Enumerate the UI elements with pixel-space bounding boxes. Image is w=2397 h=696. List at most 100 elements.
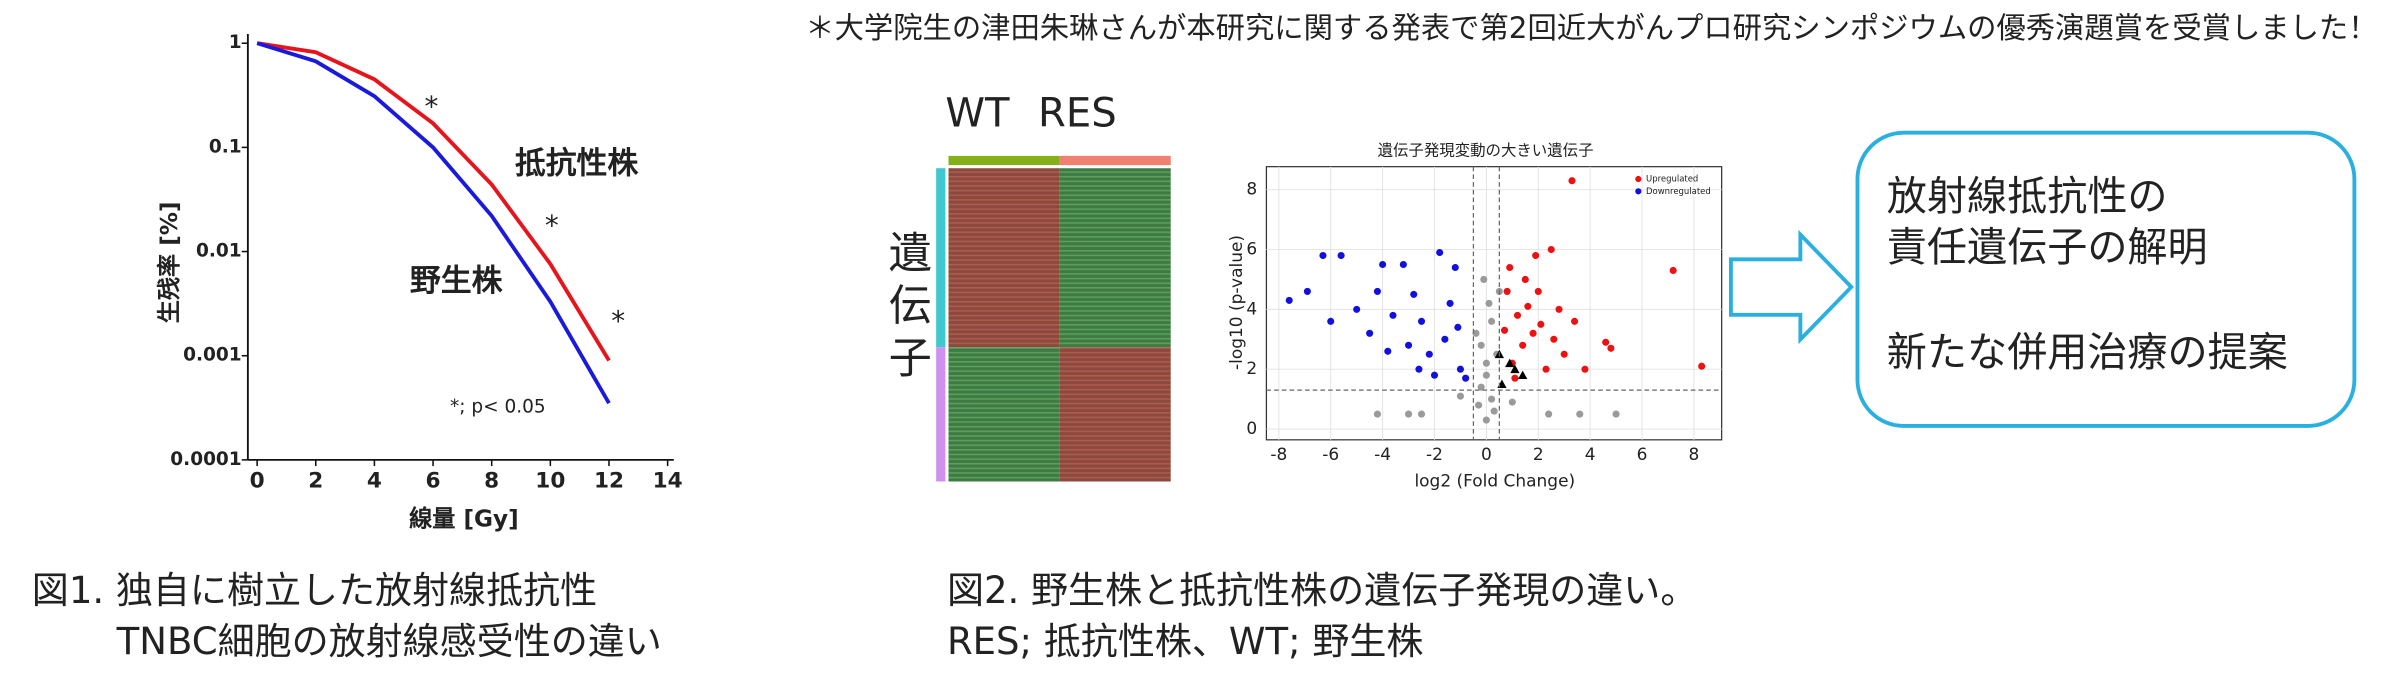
point bbox=[1669, 266, 1677, 275]
x-axis-label: log2 (Fold Change) bbox=[1414, 471, 1575, 491]
y-tick-label: 0.01 bbox=[196, 241, 242, 262]
x-tick-label: 4 bbox=[1585, 445, 1596, 465]
point bbox=[1319, 251, 1327, 260]
conclusion-text: 新たな併用治療の提案 bbox=[1887, 330, 2288, 376]
heatmap-cell bbox=[1059, 347, 1171, 482]
point bbox=[1410, 290, 1418, 298]
x-tick-label: -8 bbox=[1270, 445, 1287, 465]
y-tick-label: 8 bbox=[1246, 180, 1257, 200]
x-tick-label: 2 bbox=[1533, 445, 1544, 465]
point bbox=[1545, 410, 1553, 418]
series-label: 野生株 bbox=[410, 263, 504, 299]
x-tick-label: 6 bbox=[1637, 445, 1648, 465]
x-axis-label: 線量 [Gy] bbox=[409, 506, 519, 533]
y-tick-label: 0.001 bbox=[183, 345, 242, 366]
x-tick-label: 0 bbox=[1481, 445, 1492, 465]
point bbox=[1415, 365, 1423, 373]
x-tick-label: 10 bbox=[535, 468, 565, 493]
point bbox=[1436, 248, 1444, 257]
point bbox=[1497, 379, 1507, 389]
legend-marker bbox=[1635, 175, 1642, 183]
chart-title: 遺伝子発現変動の大きい遺伝子 bbox=[1378, 142, 1594, 160]
x-tick-label: 0 bbox=[250, 468, 265, 493]
point bbox=[1488, 395, 1496, 403]
x-tick-label: 14 bbox=[653, 468, 683, 493]
x-tick-label: -6 bbox=[1322, 445, 1339, 465]
point bbox=[1534, 287, 1542, 295]
point bbox=[1373, 410, 1381, 418]
x-tick-label: 2 bbox=[308, 468, 323, 493]
point bbox=[1285, 296, 1293, 304]
point bbox=[1581, 365, 1589, 373]
point bbox=[1506, 263, 1514, 272]
caption: TNBC細胞の放射線感受性の違い bbox=[116, 620, 662, 663]
point bbox=[1417, 410, 1426, 418]
point bbox=[1698, 362, 1706, 370]
conclusion-box bbox=[1855, 130, 2357, 428]
y-tick-label: 2 bbox=[1246, 359, 1257, 379]
x-tick-label: -4 bbox=[1374, 445, 1391, 465]
point bbox=[1353, 305, 1361, 313]
point bbox=[1571, 317, 1579, 325]
point bbox=[1505, 358, 1515, 368]
annotation: * bbox=[611, 305, 625, 338]
point bbox=[1480, 275, 1488, 284]
caption: 図2. 野生株と抵抗性株の遺伝子発現の違い。 bbox=[947, 569, 1697, 612]
point bbox=[1550, 335, 1558, 343]
point bbox=[1508, 398, 1516, 406]
point bbox=[1405, 410, 1413, 418]
point bbox=[1568, 177, 1576, 185]
point bbox=[1542, 365, 1550, 373]
point bbox=[1521, 275, 1529, 284]
y-tick-label: 0 bbox=[1246, 419, 1257, 439]
series-line bbox=[256, 41, 611, 362]
point bbox=[1519, 341, 1527, 349]
point bbox=[1475, 401, 1483, 409]
point bbox=[1612, 410, 1620, 418]
point bbox=[1366, 329, 1374, 337]
x-tick-label: 6 bbox=[426, 468, 441, 493]
x-tick-label: 8 bbox=[1689, 445, 1700, 465]
annotation: * bbox=[425, 90, 439, 123]
point bbox=[1477, 341, 1485, 349]
y-tick-label: 4 bbox=[1246, 299, 1257, 319]
point bbox=[1529, 329, 1537, 337]
point bbox=[1503, 287, 1511, 295]
group-bar bbox=[1059, 155, 1171, 166]
cluster-bar bbox=[936, 347, 946, 482]
point bbox=[1373, 287, 1381, 295]
y-tick-label: 0.0001 bbox=[170, 449, 241, 470]
point bbox=[1451, 263, 1459, 272]
x-tick-label: 8 bbox=[484, 468, 499, 493]
y-axis-label: -log10 (p-value) bbox=[1227, 235, 1247, 370]
cluster-bar bbox=[936, 168, 946, 348]
caption: RES; 抵抗性株、WT; 野生株 bbox=[947, 620, 1423, 663]
point bbox=[1560, 350, 1568, 358]
conclusion-text: 放射線抵抗性の bbox=[1887, 174, 2168, 220]
x-tick-label: 12 bbox=[594, 468, 624, 493]
group-bar bbox=[948, 155, 1060, 166]
point bbox=[1511, 374, 1519, 382]
annotation: * bbox=[545, 209, 559, 242]
point bbox=[1462, 374, 1470, 382]
y-tick-label: 0.1 bbox=[209, 136, 242, 157]
arrow bbox=[1728, 229, 1854, 345]
point bbox=[1607, 344, 1615, 352]
point bbox=[1510, 364, 1520, 374]
heatmap-row-label: 遺伝子 bbox=[881, 230, 931, 387]
point bbox=[1490, 407, 1498, 415]
point bbox=[1547, 245, 1555, 254]
point bbox=[1441, 335, 1449, 343]
legend-marker bbox=[1635, 188, 1642, 195]
caption: 図1. 独自に樹立した放射線抵抗性 bbox=[32, 569, 597, 612]
point bbox=[1518, 370, 1528, 380]
point bbox=[1456, 365, 1464, 373]
point bbox=[1303, 287, 1311, 295]
y-tick-label: 6 bbox=[1246, 240, 1257, 260]
point bbox=[1472, 329, 1480, 337]
point bbox=[1482, 371, 1490, 379]
heatmap-cell bbox=[948, 168, 1060, 348]
point bbox=[1327, 317, 1335, 325]
point bbox=[1513, 311, 1522, 319]
